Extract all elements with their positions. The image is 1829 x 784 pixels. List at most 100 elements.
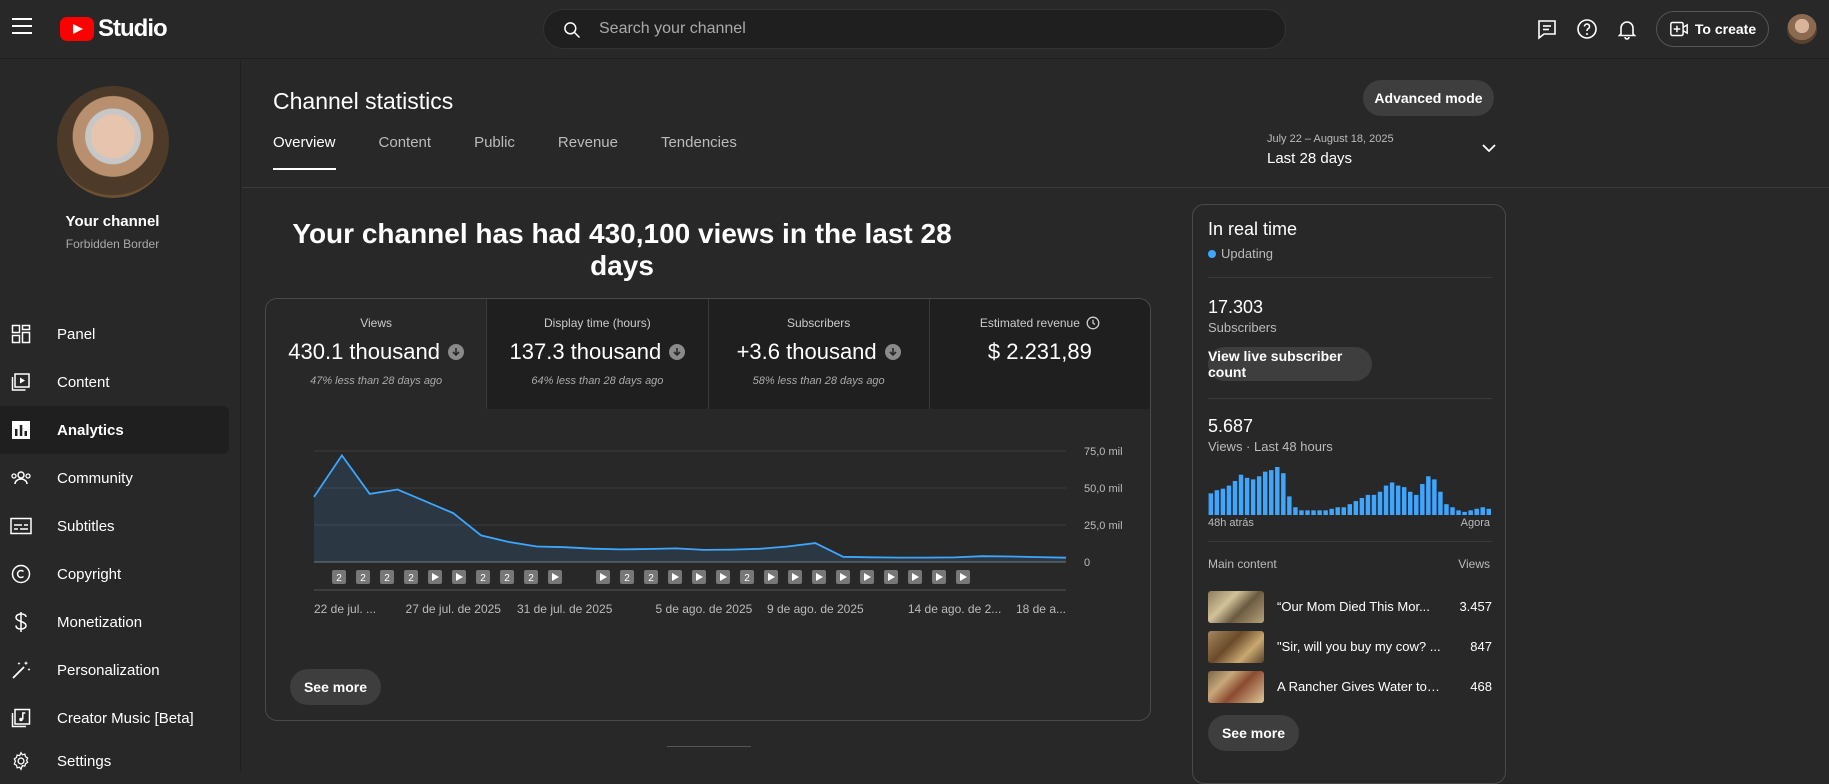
hourly-views-bar[interactable] xyxy=(1311,510,1316,515)
video-marker-icon[interactable] xyxy=(908,570,922,584)
video-marker-icon[interactable] xyxy=(956,570,970,584)
top-content-row[interactable]: "Sir, will you buy my cow? ... 847 xyxy=(1208,631,1492,663)
feedback-icon[interactable] xyxy=(1535,17,1559,41)
hourly-views-bar[interactable] xyxy=(1353,501,1359,515)
hourly-views-bar[interactable] xyxy=(1486,508,1491,515)
hourly-views-bar[interactable] xyxy=(1456,510,1461,515)
multi-video-marker[interactable]: 2 xyxy=(332,570,346,584)
tab-revenue[interactable]: Revenue xyxy=(557,134,618,151)
hourly-views-bar[interactable] xyxy=(1269,470,1274,515)
menu-icon[interactable] xyxy=(12,18,32,34)
metric-estimated-revenue[interactable]: Estimated revenue $ 2.231,89 xyxy=(929,299,1150,409)
hourly-views-bar[interactable] xyxy=(1401,487,1407,515)
help-icon[interactable] xyxy=(1575,17,1599,41)
sidebar-item-creator-music[interactable]: Creator Music [Beta] xyxy=(0,694,229,742)
hourly-views-bar[interactable] xyxy=(1438,491,1443,515)
video-marker-icon[interactable] xyxy=(716,570,730,584)
hourly-views-bar[interactable] xyxy=(1347,504,1353,515)
see-more-button[interactable]: See more xyxy=(290,669,381,705)
sidebar-item-community[interactable]: Community xyxy=(0,454,229,502)
hourly-views-bar[interactable] xyxy=(1389,482,1395,515)
metric-display-time[interactable]: Display time (hours) 137.3 thousand 64% … xyxy=(487,299,709,409)
metric-views[interactable]: Views 430.1 thousand 47% less than 28 da… xyxy=(266,299,488,409)
sidebar-item-monetization[interactable]: Monetization xyxy=(0,598,229,646)
multi-video-marker[interactable]: 2 xyxy=(740,570,754,584)
hourly-views-bar[interactable] xyxy=(1256,476,1262,515)
sidebar-item-content[interactable]: Content xyxy=(0,358,229,406)
hourly-views-bar[interactable] xyxy=(1299,510,1304,515)
hourly-views-bar[interactable] xyxy=(1250,479,1256,515)
video-marker-icon[interactable] xyxy=(788,570,802,584)
video-marker-icon[interactable] xyxy=(884,570,898,584)
channel-avatar[interactable] xyxy=(57,86,169,198)
multi-video-marker[interactable]: 2 xyxy=(356,570,370,584)
hourly-views-bar[interactable] xyxy=(1238,474,1244,515)
tab-tendencies[interactable]: Tendencies xyxy=(660,134,737,151)
search-bar[interactable] xyxy=(543,9,1286,49)
video-marker-icon[interactable] xyxy=(812,570,826,584)
sidebar-item-analytics[interactable]: Analytics xyxy=(0,406,229,454)
notifications-icon[interactable] xyxy=(1615,17,1639,41)
hourly-views-bar[interactable] xyxy=(1420,484,1425,515)
search-input[interactable] xyxy=(599,10,1259,48)
hourly-views-bar[interactable] xyxy=(1359,497,1365,515)
create-button[interactable]: To create xyxy=(1656,11,1769,47)
advanced-mode-button[interactable]: Advanced mode xyxy=(1363,80,1494,116)
video-marker-icon[interactable] xyxy=(764,570,778,584)
hourly-views-bar[interactable] xyxy=(1383,485,1389,515)
multi-video-marker[interactable]: 2 xyxy=(404,570,418,584)
hourly-views-bar[interactable] xyxy=(1365,494,1371,515)
hourly-views-bar[interactable] xyxy=(1220,488,1226,515)
hourly-views-bar[interactable] xyxy=(1287,496,1292,515)
multi-video-marker[interactable]: 2 xyxy=(380,570,394,584)
video-marker-icon[interactable] xyxy=(836,570,850,584)
hourly-views-bar[interactable] xyxy=(1244,477,1250,515)
sidebar-item-personalization[interactable]: Personalization xyxy=(0,646,229,694)
hourly-views-bar[interactable] xyxy=(1214,490,1220,515)
sidebar-item-copyright[interactable]: Copyright xyxy=(0,550,229,598)
hourly-views-bar[interactable] xyxy=(1444,504,1449,515)
video-marker-icon[interactable] xyxy=(860,570,874,584)
video-marker-icon[interactable] xyxy=(692,570,706,584)
hourly-views-bar[interactable] xyxy=(1377,491,1383,515)
sidebar-item-panel[interactable]: Panel xyxy=(0,310,229,358)
multi-video-marker[interactable]: 2 xyxy=(476,570,490,584)
live-subscriber-count-button[interactable]: View live subscriber count xyxy=(1208,347,1372,381)
hourly-views-bar[interactable] xyxy=(1408,491,1413,515)
account-avatar[interactable] xyxy=(1787,14,1817,44)
hourly-views-bar[interactable] xyxy=(1226,485,1232,515)
hourly-views-bar[interactable] xyxy=(1208,493,1214,515)
top-content-row[interactable]: A Rancher Gives Water to a... 468 xyxy=(1208,671,1492,703)
hourly-views-bar[interactable] xyxy=(1281,473,1286,515)
tab-public[interactable]: Public xyxy=(474,134,515,151)
hourly-views-bar[interactable] xyxy=(1341,507,1346,515)
date-range-picker[interactable]: July 22 – August 18, 2025 Last 28 days xyxy=(1267,133,1497,167)
video-marker-icon[interactable] xyxy=(932,570,946,584)
realtime-see-more-button[interactable]: See more xyxy=(1208,715,1299,751)
hourly-views-bar[interactable] xyxy=(1480,507,1485,515)
video-marker-icon[interactable] xyxy=(452,570,466,584)
hourly-views-bar[interactable] xyxy=(1371,494,1377,515)
multi-video-marker[interactable]: 2 xyxy=(644,570,658,584)
multi-video-marker[interactable]: 2 xyxy=(524,570,538,584)
hourly-views-bar[interactable] xyxy=(1395,485,1401,515)
hourly-views-bar[interactable] xyxy=(1450,507,1455,515)
hourly-views-bar[interactable] xyxy=(1317,510,1322,515)
hourly-views-bar[interactable] xyxy=(1323,510,1328,515)
hourly-views-bar[interactable] xyxy=(1468,510,1473,515)
video-marker-icon[interactable] xyxy=(548,570,562,584)
multi-video-marker[interactable]: 2 xyxy=(500,570,514,584)
hourly-views-bar[interactable] xyxy=(1275,467,1280,515)
hourly-views-bar[interactable] xyxy=(1414,494,1419,515)
hourly-views-bar[interactable] xyxy=(1262,471,1268,515)
metric-subscribers[interactable]: Subscribers +3.6 thousand 58% less than … xyxy=(708,299,930,409)
hourly-views-bar[interactable] xyxy=(1293,507,1298,515)
hourly-views-bar[interactable] xyxy=(1335,507,1340,515)
hourly-views-bar[interactable] xyxy=(1474,508,1479,515)
video-marker-icon[interactable] xyxy=(428,570,442,584)
top-content-row[interactable]: “Our Mom Died This Mor... 3.457 xyxy=(1208,591,1492,623)
hourly-views-bar[interactable] xyxy=(1462,511,1467,515)
studio-logo[interactable]: Studio xyxy=(60,15,168,43)
tab-content[interactable]: Content xyxy=(378,134,432,151)
hourly-views-bar[interactable] xyxy=(1232,480,1238,515)
